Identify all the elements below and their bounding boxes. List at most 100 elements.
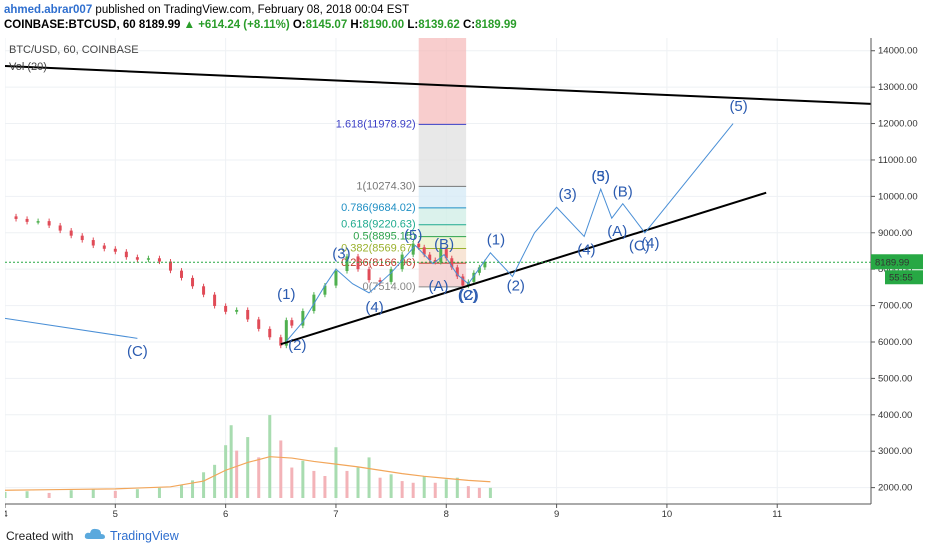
countdown-bg — [885, 270, 923, 285]
volume-bar — [202, 472, 206, 498]
volume-bar — [400, 481, 404, 498]
wave-label: (B) — [434, 236, 454, 253]
volume-bar — [488, 487, 492, 498]
wave-label: (4) — [577, 241, 595, 258]
time-tick-label: 10 — [662, 509, 673, 520]
volume-bar — [157, 487, 161, 498]
candle-body — [444, 249, 448, 259]
volume-bar — [312, 470, 316, 498]
fib-band — [418, 207, 467, 225]
volume-bar — [180, 485, 184, 498]
volume-ma-line — [4, 456, 491, 491]
wave-label: (2) — [507, 277, 525, 294]
volume-bar — [323, 476, 327, 498]
volume-bar — [444, 479, 448, 498]
wave-label: (1) — [487, 231, 505, 248]
legend-volume: Vol (20) — [9, 61, 47, 73]
fib-level-label: 1(10274.30) — [356, 180, 415, 192]
volume-bar — [229, 425, 233, 498]
wave-label: (A) — [607, 223, 627, 240]
candle-body — [461, 276, 465, 286]
candle-body — [417, 243, 421, 248]
wave-label: (5) — [729, 98, 747, 115]
time-tick-label: 5 — [113, 509, 118, 520]
chart-svg[interactable]: 0(7514.00)0.236(8166.96)0.382(8569.67)0.… — [2, 38, 923, 520]
time-tick-label: 8 — [444, 509, 449, 520]
wave-label: (C) — [127, 343, 148, 360]
candle-body — [113, 248, 117, 252]
time-axis: 4 5 6 7 8 9 10 11 — [2, 504, 782, 520]
volume-bar — [422, 476, 426, 498]
volume-bar — [69, 490, 73, 498]
candle-body — [180, 270, 184, 278]
candle-body — [80, 235, 84, 241]
wave-c-line — [4, 317, 138, 339]
candle-body — [135, 257, 139, 260]
legend-title: BTC/USD, 60, COINBASE — [9, 44, 139, 56]
wave-label: (2) — [459, 287, 477, 304]
wave-label: (3) — [558, 186, 576, 203]
created-with-text: Created with — [6, 529, 74, 543]
wave-label: (C) — [458, 287, 479, 304]
fib-level-label: 0.786(9684.02) — [341, 202, 416, 214]
trendline-upper — [4, 65, 872, 105]
author-link[interactable]: ahmed.abrar007 — [4, 4, 93, 16]
candle-body — [91, 240, 95, 246]
candle-body — [422, 247, 426, 255]
candle-body — [102, 245, 106, 249]
price-tick-label: 3000.00 — [878, 446, 912, 457]
price-tick-label: 12000.00 — [878, 119, 918, 130]
volume-bar — [235, 450, 239, 498]
fib-band — [418, 263, 467, 287]
volume-bar — [213, 464, 217, 498]
open-label: O: — [292, 19, 306, 31]
published-text: published on TradingView.com, February 0… — [95, 4, 410, 16]
wave-label: (B) — [613, 183, 633, 200]
fib-retracement[interactable]: 0(7514.00)0.236(8166.96)0.382(8569.67)0.… — [336, 38, 467, 293]
volume-bar — [224, 445, 228, 498]
candle-body — [433, 260, 437, 262]
close-label: C: — [462, 19, 476, 31]
volume-bar — [279, 440, 283, 498]
last-price-tag: 8189.99 55:55 — [871, 254, 923, 285]
price-tick-label: 4000.00 — [878, 410, 912, 421]
high-label: H: — [350, 19, 363, 31]
volume-bar — [25, 491, 29, 498]
wave-label: (4) — [641, 235, 659, 252]
tradingview-cloud-icon — [84, 527, 106, 546]
volume-bar — [301, 460, 305, 498]
candle-body — [202, 286, 206, 295]
wave-label: (3) — [332, 245, 350, 262]
fib-level-label: 0.5(8895.15) — [353, 231, 415, 243]
candle-body — [450, 258, 454, 268]
price-tick-label: 9000.00 — [878, 228, 912, 239]
candle-body — [146, 258, 150, 260]
volume-bar — [246, 437, 250, 498]
volume-bars — [3, 415, 492, 498]
chart-header: ahmed.abrar007 published on TradingView.… — [4, 3, 924, 33]
fib-level-label: 0(7514.00) — [362, 281, 415, 293]
candle-body — [257, 319, 261, 329]
fib-level-label: 1.618(11978.92) — [336, 118, 416, 130]
volume-bar — [378, 477, 382, 498]
price-tick-label: 7000.00 — [878, 301, 912, 312]
fib-band — [418, 124, 467, 187]
candle-body — [428, 254, 432, 261]
volume-bar — [433, 482, 437, 498]
candle-body — [157, 258, 161, 262]
fib-level-label: 0.236(8166.96) — [341, 257, 416, 269]
close-value: 8189.99 — [475, 19, 517, 31]
tradingview-brand[interactable]: TradingView — [110, 529, 179, 543]
drawings[interactable] — [4, 65, 872, 346]
change-up-icon: ▲ — [183, 19, 196, 31]
wave-label: (2) — [288, 337, 306, 354]
candle-body — [268, 328, 272, 338]
fib-band — [418, 224, 467, 237]
candle-body — [290, 320, 294, 326]
candle-body — [14, 216, 18, 219]
candle-body — [389, 269, 393, 282]
fib-band — [418, 186, 467, 208]
candle-body — [472, 272, 476, 282]
volume-bar — [389, 474, 393, 498]
chart-area[interactable]: 0(7514.00) 0.236(8166.96) 0.382(8569.67) 0.… — [2, 38, 923, 520]
